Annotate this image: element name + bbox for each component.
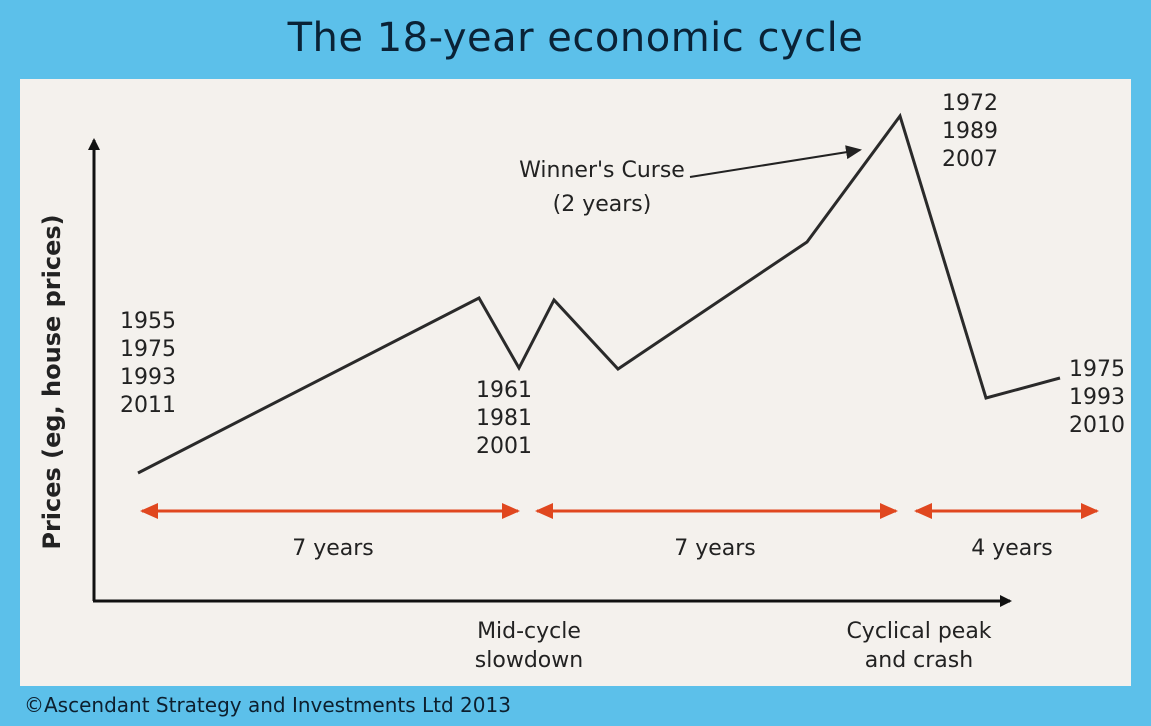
start-years: 1955 1975 1993 2011: [120, 309, 176, 418]
year-label: 2007: [942, 147, 998, 172]
midcycle-label: slowdown: [475, 648, 583, 673]
midcycle-label: Mid-cycle: [477, 619, 581, 644]
year-label: 1961: [476, 378, 532, 403]
peak-years: 1972 1989 2007: [942, 91, 998, 172]
page-title: The 18-year economic cycle: [287, 15, 864, 61]
year-label: 1975: [1069, 357, 1125, 382]
peak-crash-label: Cyclical peak: [846, 619, 991, 644]
year-label: 1955: [120, 309, 176, 334]
end-years: 1975 1993 2010: [1069, 357, 1125, 438]
year-label: 2011: [120, 393, 176, 418]
year-label: 2001: [476, 434, 532, 459]
year-label: 1989: [942, 119, 998, 144]
year-label: 1975: [120, 337, 176, 362]
phase-label: 7 years: [292, 536, 374, 561]
phase-label: 7 years: [674, 536, 756, 561]
midcycle-years: 1961 1981 2001: [476, 378, 532, 459]
y-axis-label: Prices (eg, house prices): [38, 214, 66, 549]
year-label: 1972: [942, 91, 998, 116]
winners-curse-annotation: Winner's Curse (2 years): [519, 158, 685, 217]
winners-curse-pointer: [689, 145, 862, 178]
year-label: 1993: [1069, 385, 1125, 410]
peak-crash-label: and crash: [865, 648, 973, 673]
price-cycle-line: [137, 112, 1061, 475]
winners-curse-duration: (2 years): [553, 192, 652, 217]
phase-label: 4 years: [971, 536, 1053, 561]
copyright-footer: ©Ascendant Strategy and Investments Ltd …: [24, 693, 511, 717]
year-label: 2010: [1069, 413, 1125, 438]
year-label: 1993: [120, 365, 176, 390]
year-label: 1981: [476, 406, 532, 431]
winners-curse-label: Winner's Curse: [519, 158, 685, 183]
diagram-panel: [20, 79, 1131, 686]
